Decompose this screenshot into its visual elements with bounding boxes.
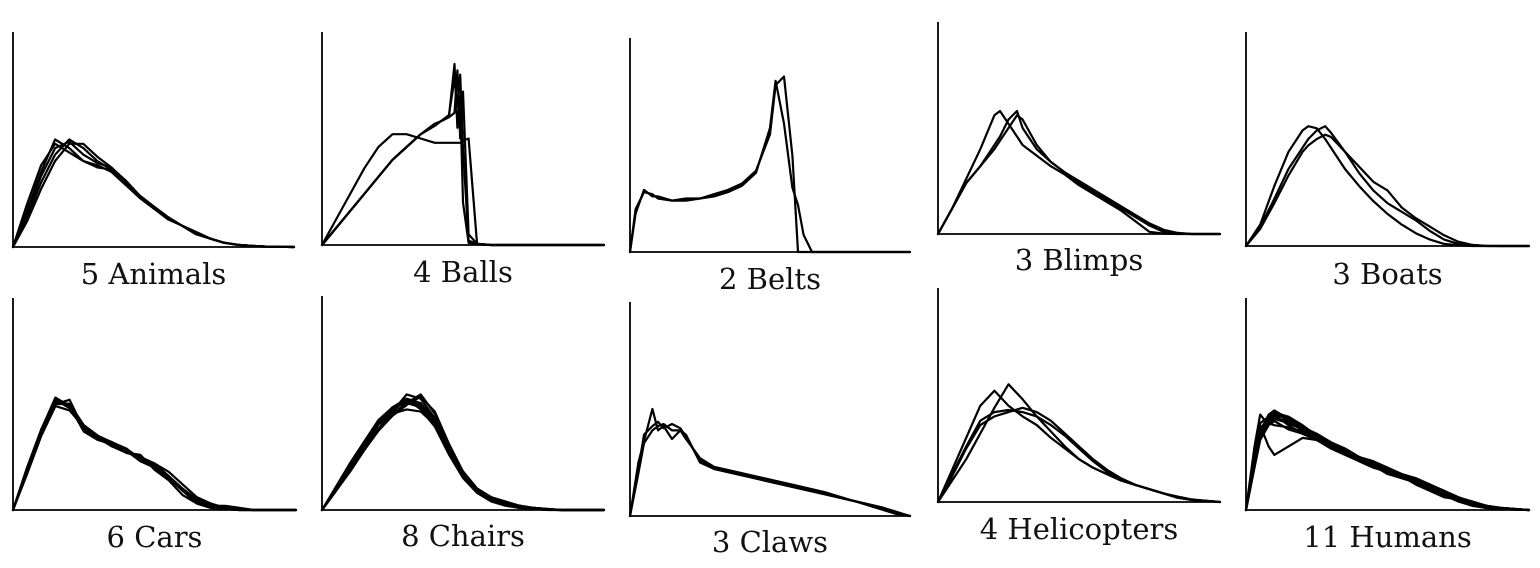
chart-panel: 3 Blimps <box>936 22 1222 277</box>
series-line <box>628 75 912 254</box>
series-line <box>11 398 298 512</box>
series-line <box>320 397 606 512</box>
panel-caption: 6 Cars <box>107 520 203 554</box>
series-line <box>11 140 296 249</box>
chart-panel: 4 Helicopters <box>936 288 1222 546</box>
panel-caption: 3 Claws <box>712 525 828 559</box>
series-line <box>936 406 1222 504</box>
chart-panel: 11 Humans <box>1244 298 1531 554</box>
series-line <box>936 383 1222 504</box>
series-line <box>11 138 296 249</box>
series-line <box>936 109 1222 236</box>
chart-panel: 4 Balls <box>320 32 606 289</box>
series-line <box>1244 413 1531 512</box>
series-line <box>936 114 1222 236</box>
series-line <box>320 397 606 512</box>
panel-caption: 8 Chairs <box>401 519 525 553</box>
series-line <box>11 405 298 512</box>
series-line <box>320 399 606 512</box>
panel-caption: 5 Animals <box>81 257 227 291</box>
series-line <box>1244 413 1531 512</box>
series-line <box>320 393 606 512</box>
series-line <box>11 400 298 512</box>
series-line <box>320 408 606 512</box>
series-line <box>1244 417 1531 512</box>
chart-panel: 3 Claws <box>628 302 912 559</box>
series-line <box>11 396 298 512</box>
chart-panel: 8 Chairs <box>320 296 606 553</box>
series-line <box>320 401 606 512</box>
series-line <box>320 393 606 512</box>
panel-caption: 2 Belts <box>719 262 821 296</box>
panel-caption: 11 Humans <box>1303 520 1471 554</box>
chart-panel: 6 Cars <box>11 298 298 554</box>
series-line <box>1244 125 1531 248</box>
series-line <box>628 422 912 518</box>
series-line <box>11 398 298 512</box>
series-line <box>936 109 1222 236</box>
panel-caption: 4 Balls <box>413 255 513 289</box>
series-line <box>628 420 912 518</box>
series-line <box>320 73 606 247</box>
series-line <box>11 402 298 512</box>
panel-caption: 3 Boats <box>1332 257 1442 291</box>
series-line <box>320 395 606 512</box>
chart-panel: 5 Animals <box>11 32 296 291</box>
panel-caption: 4 Helicopters <box>980 512 1179 546</box>
chart-panel: 3 Boats <box>1244 32 1531 291</box>
series-line <box>1244 415 1531 512</box>
series-line <box>1244 415 1531 512</box>
panel-caption: 3 Blimps <box>1015 243 1143 277</box>
series-line <box>320 133 606 247</box>
series-line <box>1244 125 1531 248</box>
series-line <box>628 79 912 254</box>
series-line <box>1244 133 1531 248</box>
chart-panel: 2 Belts <box>628 38 912 296</box>
series-line <box>11 142 296 249</box>
